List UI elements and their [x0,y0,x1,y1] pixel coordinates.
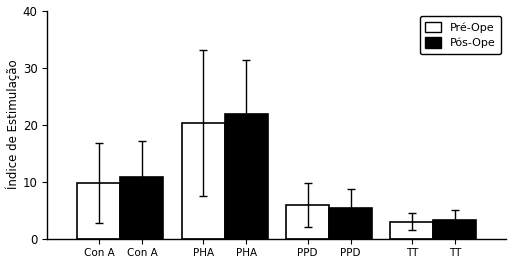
Bar [391,221,434,239]
Bar [182,123,225,239]
Y-axis label: Índice de Estimulação: Índice de Estimulação [6,60,20,190]
Bar [225,114,268,239]
Bar [77,183,120,239]
Bar [434,220,476,239]
Bar [286,205,329,239]
Bar [120,177,163,239]
Bar [329,209,372,239]
Legend: Pré-Ope, Pós-Ope: Pré-Ope, Pós-Ope [419,16,501,54]
